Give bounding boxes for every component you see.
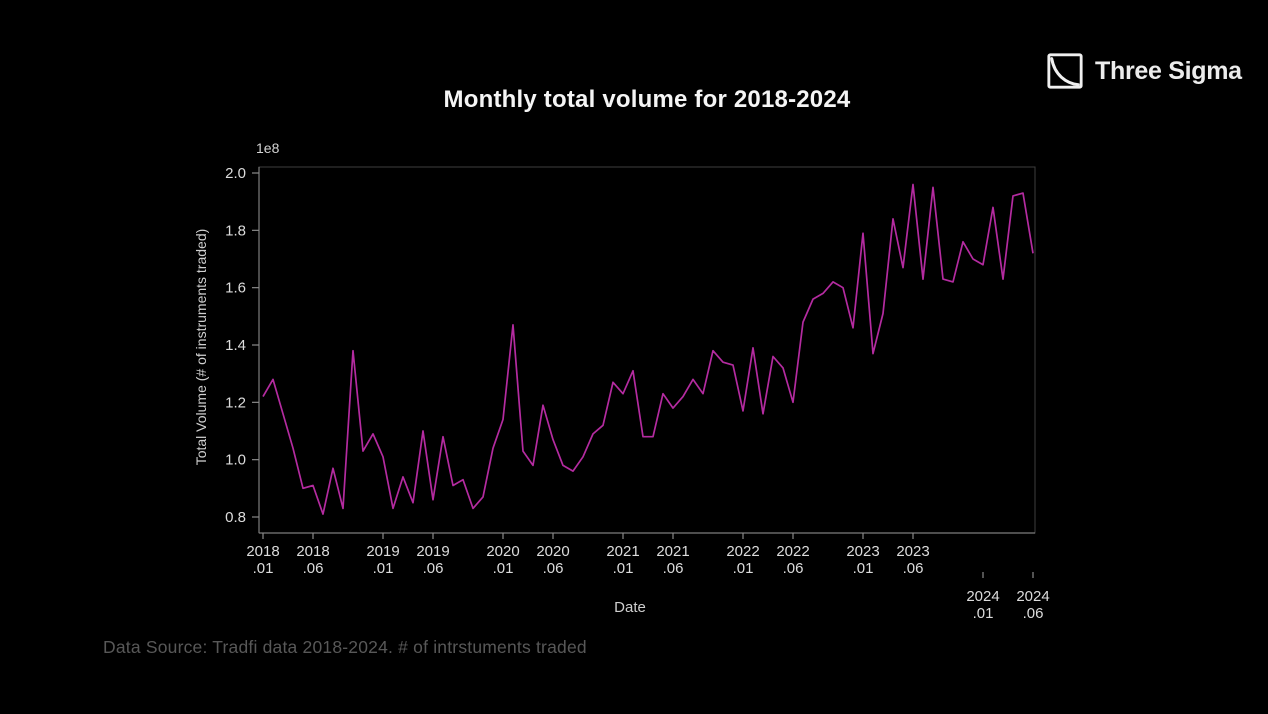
x-tick-label-year: 2021 (656, 543, 689, 560)
x-tick-label-month: .06 (783, 560, 804, 577)
y-tick-label: 1.4 (225, 337, 246, 354)
x-tick-label-month: .06 (1023, 605, 1044, 622)
x-tick-label-year: 2023 (896, 543, 929, 560)
brand-logo: Three Sigma (1046, 50, 1242, 92)
x-tick-label-month: .06 (903, 560, 924, 577)
y-tick-label: 1.6 (225, 280, 246, 297)
brand-name: Three Sigma (1095, 56, 1242, 85)
y-axis-label: Total Volume (# of instruments traded) (193, 228, 209, 466)
x-tick-label-year: 2022 (726, 543, 759, 560)
three-sigma-curve-icon (1046, 52, 1084, 90)
x-tick-label-month: .06 (543, 560, 564, 577)
x-tick-label-year: 2019 (366, 543, 399, 560)
x-tick-label-year: 2020 (486, 543, 519, 560)
chart-title: Monthly total volume for 2018-2024 (443, 86, 851, 113)
x-tick-label-year: 2021 (606, 543, 639, 560)
x-tick-label-year: 2020 (536, 543, 569, 560)
x-tick-label-month: .01 (253, 560, 274, 577)
plot-border (258, 166, 1036, 534)
x-tick-label-year: 2018 (296, 543, 329, 560)
data-source-caption: Data Source: Tradfi data 2018-2024. # of… (103, 637, 587, 657)
volume-line (262, 183, 1034, 515)
x-tick-label-year: 2022 (776, 543, 809, 560)
y-tick-label: 1.0 (225, 452, 246, 469)
y-axis-scale-offset: 1e8 (256, 140, 280, 156)
y-tick-label: 0.8 (225, 509, 246, 526)
x-tick-label-year: 2019 (416, 543, 449, 560)
x-tick-label-month: .01 (493, 560, 514, 577)
x-tick-label-month: .01 (853, 560, 874, 577)
x-tick-label-month: .01 (973, 605, 994, 622)
x-tick-label-month: .01 (613, 560, 634, 577)
x-tick-label-year: 2024 (966, 588, 999, 605)
x-tick-label-year: 2024 (1016, 588, 1049, 605)
x-axis-label: Date (614, 599, 646, 616)
x-tick-label-year: 2018 (246, 543, 279, 560)
x-tick-label-month: .06 (423, 560, 444, 577)
x-tick-label-month: .01 (733, 560, 754, 577)
y-tick-label: 1.8 (225, 222, 246, 239)
x-tick-label-month: .06 (663, 560, 684, 577)
x-tick-label-year: 2023 (846, 543, 879, 560)
x-tick-label-month: .01 (373, 560, 394, 577)
y-tick-label: 1.2 (225, 394, 246, 411)
x-tick-label-month: .06 (303, 560, 324, 577)
y-tick-label: 2.0 (225, 165, 246, 182)
